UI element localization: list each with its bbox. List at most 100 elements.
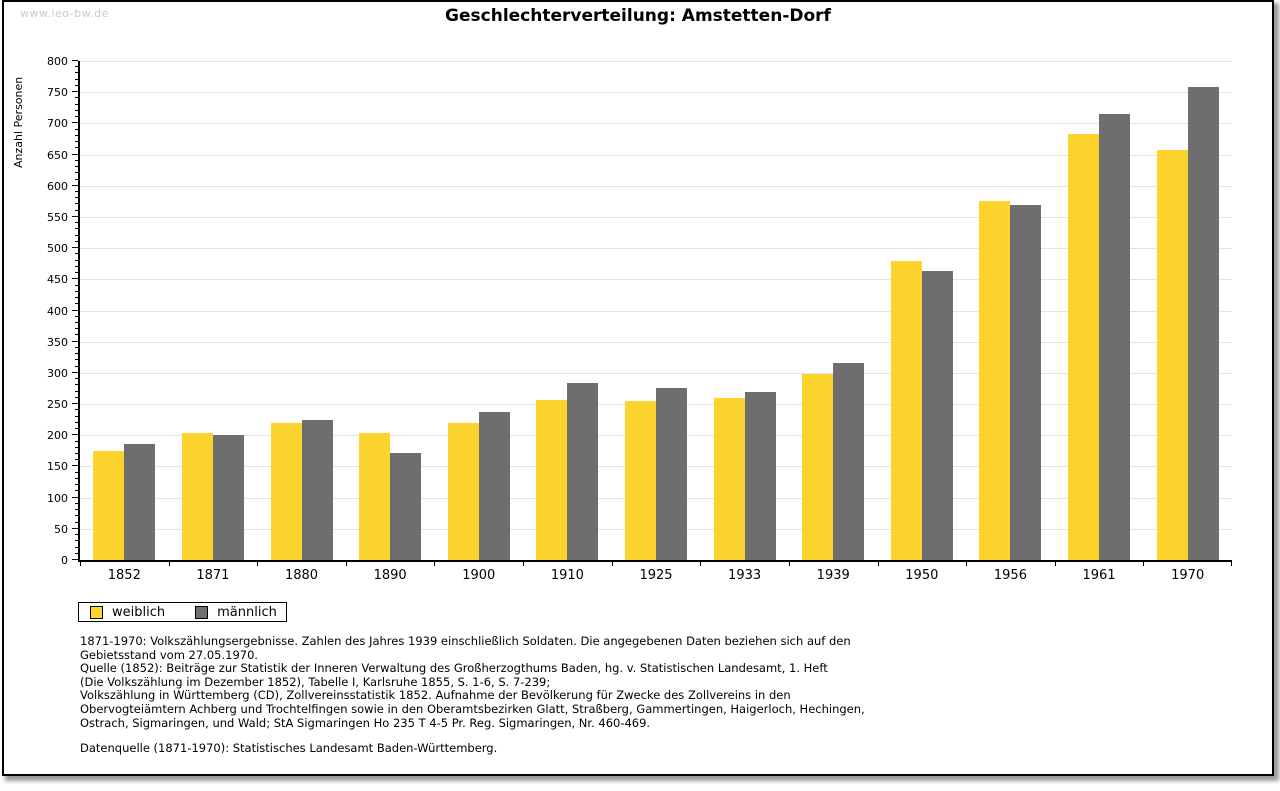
bar-weiblich-1871 (181, 432, 213, 560)
y-tick-label: 300 (47, 366, 68, 380)
y-tick-label: 500 (47, 242, 68, 256)
bar-weiblich-1950 (890, 260, 922, 560)
y-major-tick (72, 371, 78, 373)
y-minor-tick (75, 390, 78, 392)
y-minor-tick (75, 178, 78, 180)
y-minor-tick (75, 97, 78, 99)
y-minor-tick (75, 409, 78, 411)
y-minor-tick (75, 284, 78, 286)
legend-swatch-maennlich (195, 605, 209, 619)
y-tick-label: 750 (47, 86, 68, 100)
y-axis-label: Anzahl Personen (12, 76, 25, 168)
bar-männlich-1950 (921, 271, 953, 560)
y-major-tick (72, 122, 78, 124)
y-minor-tick (75, 84, 78, 86)
legend-swatch-weiblich (90, 605, 103, 619)
y-minor-tick (75, 222, 78, 224)
legend-label-maennlich: männlich (217, 604, 277, 620)
x-tick-label: 1970 (1171, 568, 1205, 583)
legend-item-maennlich: männlich (195, 605, 277, 620)
bar-männlich-1925 (656, 388, 687, 560)
x-tick-label: 1933 (728, 568, 762, 583)
gridline (80, 341, 1232, 343)
y-tick-label: 200 (47, 429, 68, 443)
footnote-line: Obervogteiämtern Achberg und Trochtelfin… (80, 701, 865, 716)
y-tick-label: 650 (47, 148, 68, 162)
footnote-line: Volkszählung in Württemberg (CD), Zollve… (80, 688, 791, 703)
y-tick-label: 600 (47, 179, 68, 193)
footnote-line: Quelle (1852): Beiträge zur Statistik de… (80, 661, 828, 676)
y-major-tick (72, 184, 78, 186)
y-minor-tick (75, 66, 78, 68)
bar-weiblich-1956 (979, 201, 1011, 560)
y-tick-label: 100 (47, 491, 68, 505)
y-minor-tick (75, 396, 78, 398)
y-minor-tick (75, 346, 78, 348)
bar-weiblich-1925 (625, 400, 656, 560)
y-minor-tick (75, 78, 78, 80)
y-major-tick (72, 403, 78, 405)
y-tick-label: 550 (47, 210, 68, 224)
x-boundary-tick (1143, 560, 1145, 566)
y-minor-tick (75, 365, 78, 367)
x-boundary-tick (523, 560, 525, 566)
bar-weiblich-1933 (713, 397, 745, 560)
y-minor-tick (75, 328, 78, 330)
y-minor-tick (75, 378, 78, 380)
bar-männlich-1933 (744, 391, 776, 560)
y-minor-tick (75, 484, 78, 486)
bar-weiblich-1939 (802, 374, 834, 560)
x-boundary-tick (1054, 560, 1056, 566)
bar-männlich-1956 (1010, 205, 1042, 560)
x-tick-label: 1871 (196, 568, 230, 583)
footnote-line: (Die Volkszählung im Dezember 1852), Tab… (80, 674, 551, 689)
bar-männlich-1852 (124, 443, 156, 560)
data-source-note: Datenquelle (1871-1970): Statistisches L… (80, 741, 498, 755)
x-tick-label: 1910 (550, 568, 584, 583)
bar-männlich-1880 (301, 419, 333, 560)
legend-label-weiblich: weiblich (112, 604, 166, 620)
gridline (80, 248, 1232, 250)
bar-weiblich-1961 (1068, 133, 1100, 560)
y-minor-tick (75, 546, 78, 548)
y-minor-tick (75, 172, 78, 174)
x-tick-label: 1950 (905, 568, 939, 583)
y-minor-tick (75, 509, 78, 511)
y-minor-tick (75, 191, 78, 192)
y-major-tick (72, 496, 78, 498)
y-major-tick (72, 91, 78, 93)
y-minor-tick (75, 353, 78, 355)
y-minor-tick (75, 116, 78, 118)
y-minor-tick (75, 384, 78, 386)
y-minor-tick (75, 477, 78, 479)
y-minor-tick (75, 265, 78, 267)
x-boundary-tick (700, 560, 702, 566)
y-major-tick (72, 60, 78, 61)
y-minor-tick (75, 240, 78, 242)
bar-männlich-1961 (1099, 114, 1131, 560)
y-minor-tick (75, 521, 78, 523)
chart-title: Geschlechterverteilung: Amstetten-Dorf (445, 6, 831, 26)
legend-item-weiblich: weiblich (90, 605, 165, 620)
gridline (80, 61, 1232, 62)
footnote-line: Ostrach, Sigmaringen, und Wald; StA Sigm… (80, 715, 651, 730)
x-boundary-tick (966, 560, 968, 566)
y-minor-tick (75, 315, 78, 317)
y-major-tick (72, 527, 78, 529)
y-tick-label: 250 (47, 398, 68, 412)
y-major-tick (72, 434, 78, 436)
gridline (80, 372, 1232, 374)
y-minor-tick (75, 166, 78, 168)
y-minor-tick (75, 534, 78, 536)
y-minor-tick (75, 321, 78, 323)
x-tick-label: 1852 (107, 568, 141, 583)
bar-weiblich-1970 (1156, 150, 1188, 560)
x-tick-label: 1880 (284, 568, 319, 583)
y-minor-tick (75, 359, 78, 361)
y-tick-label: 450 (47, 273, 68, 287)
gridline (80, 310, 1232, 312)
x-boundary-tick (611, 560, 613, 566)
x-boundary-tick (257, 560, 259, 566)
y-minor-tick (75, 502, 78, 504)
y-minor-tick (75, 197, 78, 199)
